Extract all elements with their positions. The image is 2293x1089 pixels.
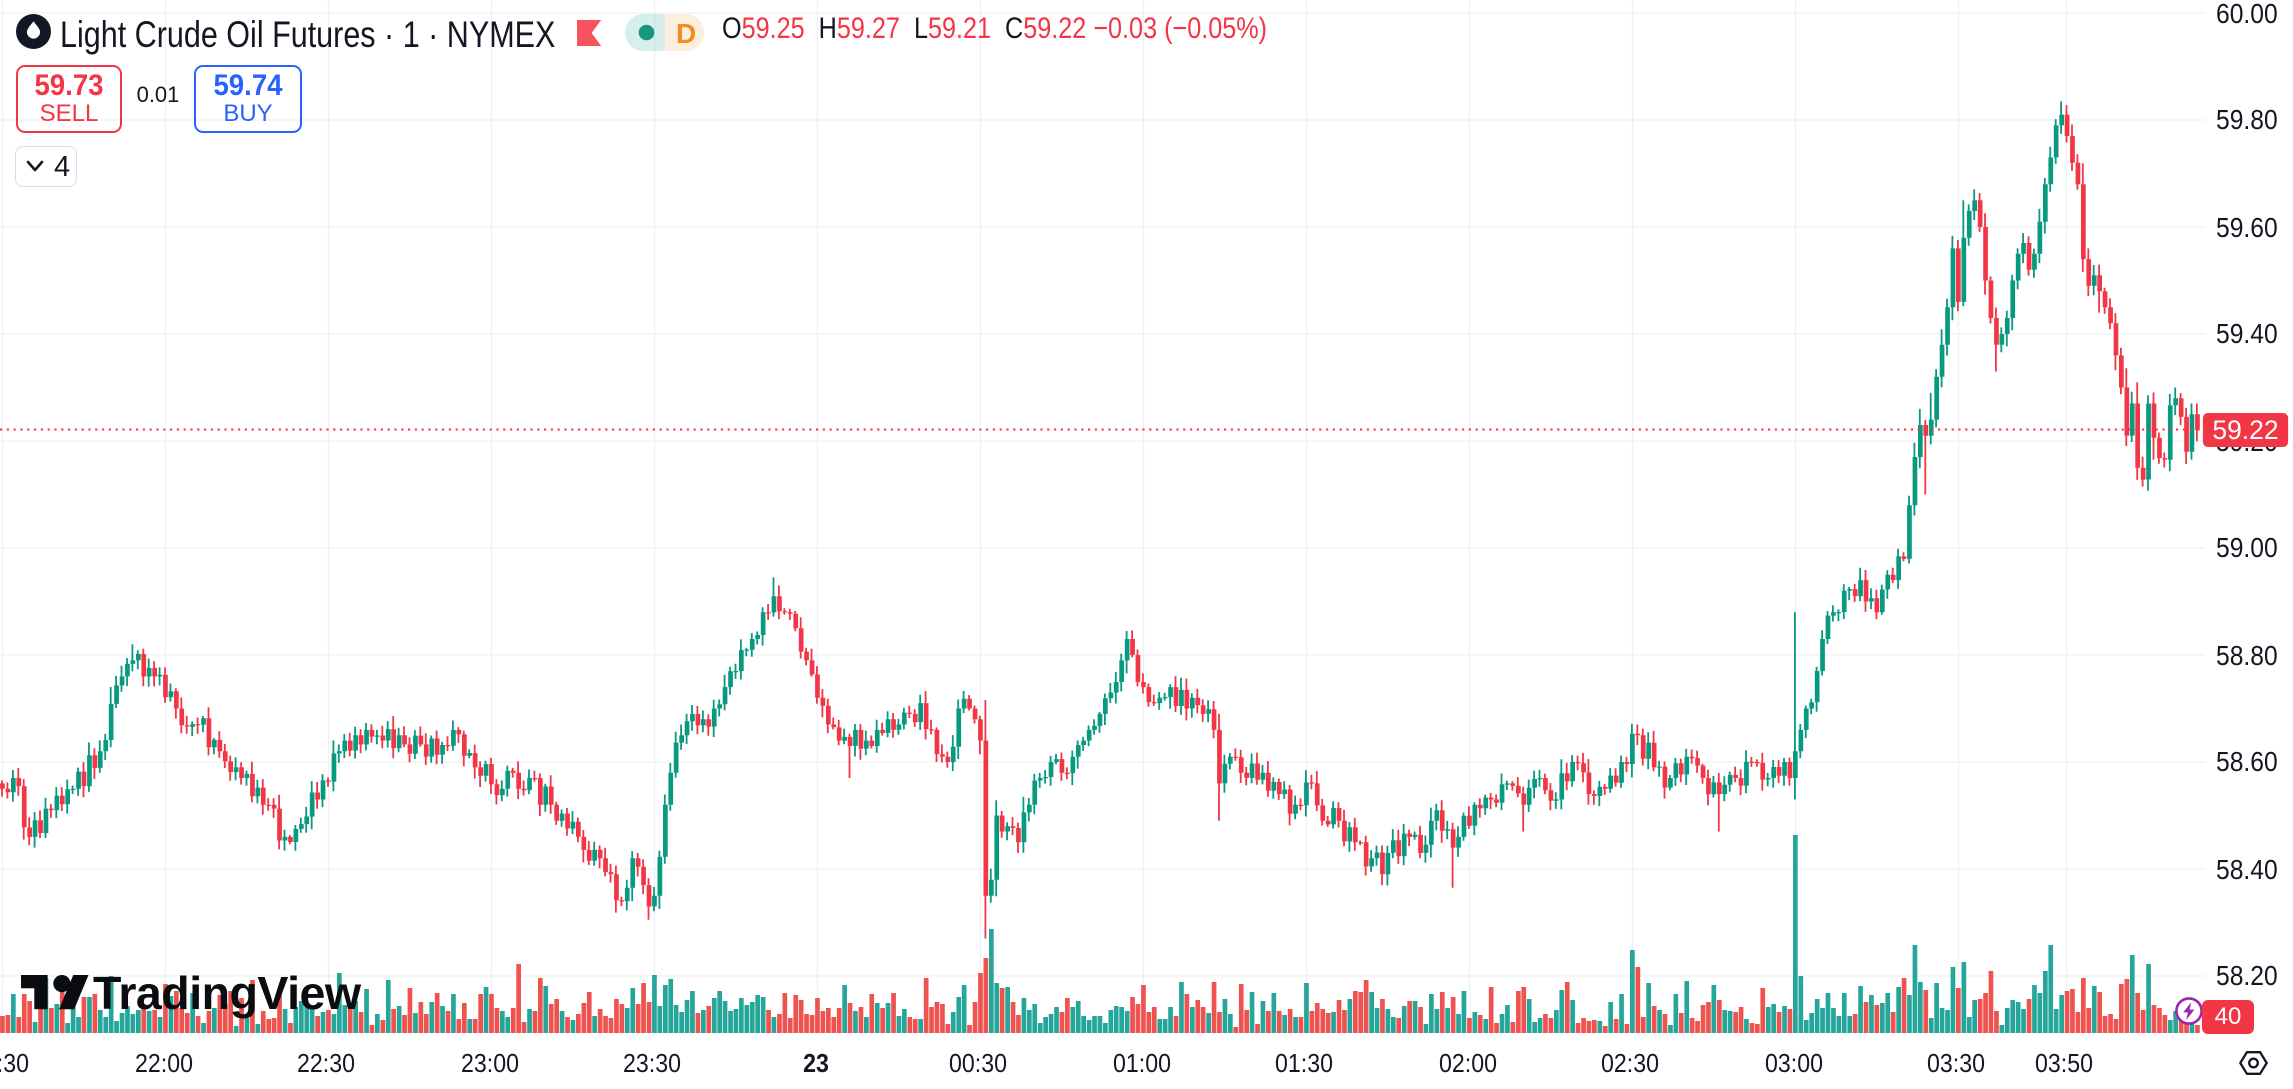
svg-text:D: D	[676, 18, 696, 49]
svg-text:TradingView: TradingView	[93, 967, 362, 1019]
